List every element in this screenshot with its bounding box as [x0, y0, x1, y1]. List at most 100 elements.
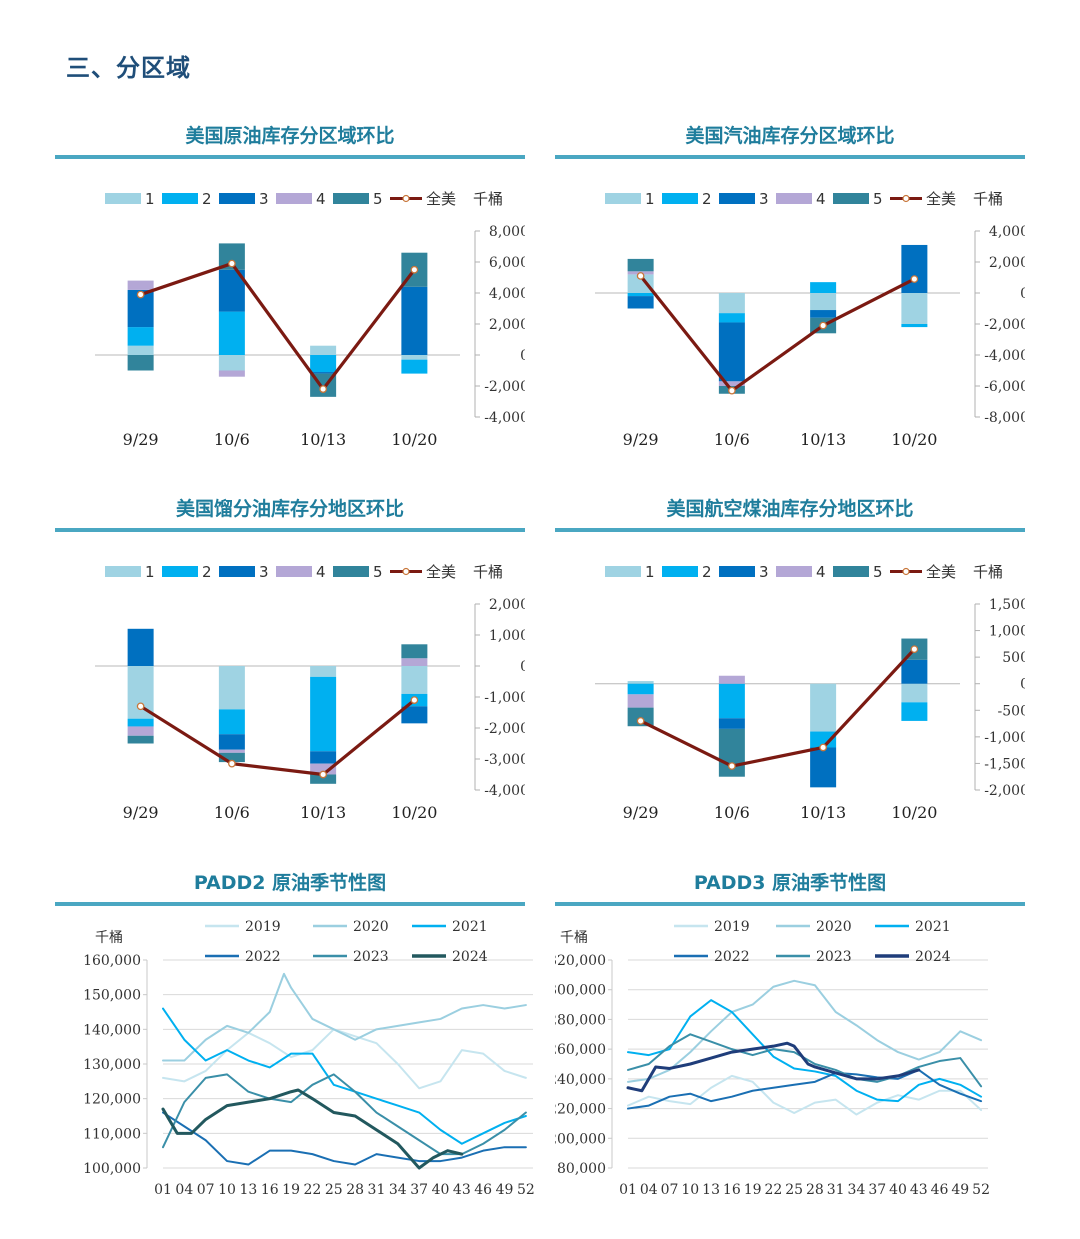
legend-swatch-4	[276, 193, 312, 204]
series-line-2020	[162, 972, 527, 1062]
total-point-9/29	[136, 290, 145, 299]
legend-label-total: 全美	[926, 190, 956, 208]
legend: 1 2 3 4 5 全美 千桶	[105, 190, 503, 208]
gasoline-stacked-bar-chart: 1 2 3 4 5 全美 千桶 4,000 2,000 0 -2,000 -4,000 -6,000 -8…	[595, 190, 1025, 449]
series-line-2022	[627, 1068, 983, 1110]
y-tick-label: -1,000	[484, 690, 525, 706]
legend-label-2021: 2021	[915, 919, 951, 935]
legend: 2019 2020 2021 2022 2023 2024	[674, 919, 951, 965]
legend: 1 2 3 4 5 全美 千桶	[605, 190, 1003, 208]
legend-label-total: 全美	[426, 563, 456, 581]
x-tick-label: 01	[154, 1182, 172, 1198]
bar-segment-4-9/29	[127, 726, 154, 736]
bar-segment-1-10/20	[901, 293, 928, 324]
y-tick-label: -4,000	[984, 348, 1025, 364]
crude-stacked-bar-chart: 1 2 3 4 5 全美 千桶 8,000 6,000 4,000 2,000 0 -2,000 -4,0…	[95, 190, 525, 449]
bar-segment-2-9/29	[627, 683, 654, 695]
legend-label-1: 1	[145, 563, 155, 581]
legend-swatch-2	[662, 566, 698, 577]
x-tick-label: 07	[197, 1182, 215, 1198]
unit-label: 千桶	[973, 190, 1003, 208]
x-tick-label: 31	[368, 1182, 386, 1198]
total-line	[140, 261, 416, 391]
legend-swatch-5	[333, 193, 369, 204]
series-line-2020	[627, 979, 983, 1083]
total-point-9/29	[636, 272, 645, 280]
bar-segment-2-10/13	[310, 676, 337, 752]
bar-segment-1-10/6	[218, 666, 245, 710]
total-point-10/6	[728, 386, 736, 395]
legend-swatch-1	[605, 566, 641, 577]
x-category-label: 10/20	[891, 803, 937, 822]
legend-swatch-4	[776, 193, 812, 204]
legend-label-2023: 2023	[353, 949, 389, 965]
x-tick-label: 43	[910, 1182, 928, 1198]
bar-segment-2-10/20	[401, 359, 428, 374]
legend-swatch-1	[105, 566, 141, 577]
panel-jet: 美国航空煤油库存分地区环比 1 2 3 4 5 全美 千桶 1,500 1,000 500 0 -50…	[555, 494, 1025, 834]
series-line-2021	[627, 999, 983, 1103]
bar-segment-5-9/29	[627, 707, 654, 727]
legend-label-2019: 2019	[714, 919, 750, 935]
legend-label-1: 1	[145, 190, 155, 208]
bar-segment-4-10/6	[218, 370, 245, 377]
y-tick-label: 2,000	[989, 255, 1025, 271]
bar-segment-2-10/13	[810, 282, 837, 293]
bar-segment-3-10/20	[901, 659, 928, 684]
x-tick-label: 46	[474, 1182, 492, 1198]
bar-segment-3-9/29	[127, 628, 154, 666]
x-tick-label: 31	[827, 1182, 845, 1198]
padd2-seasonal-line-chart: 100,000 110,000 120,000 130,000 140,000 150,0…	[83, 919, 535, 1198]
y-tick-label: 110,000	[83, 1126, 141, 1142]
y-tick-label: 0	[520, 659, 525, 675]
bar-segment-3-10/6	[718, 322, 745, 382]
legend-label-2022: 2022	[714, 949, 750, 965]
legend-label-2: 2	[702, 190, 712, 208]
legend-label-2: 2	[202, 190, 212, 208]
y-tick-label: 180,000	[555, 1161, 606, 1177]
bar-segment-5-9/29	[127, 735, 154, 744]
x-category-label: 10/20	[891, 430, 937, 449]
bar-segment-4-9/29	[127, 280, 154, 290]
bar-segment-2-9/29	[127, 327, 154, 346]
x-tick-label: 22	[764, 1182, 782, 1198]
bar-segment-3-9/29	[627, 296, 654, 309]
x-tick-label: 19	[744, 1182, 762, 1198]
y-tick-label: 500	[1002, 650, 1025, 666]
legend-label-2: 2	[702, 563, 712, 581]
legend-label-4: 4	[316, 190, 326, 208]
y-tick-label: -2,000	[984, 783, 1025, 799]
legend-swatch-2	[162, 193, 198, 204]
unit-label: 千桶	[560, 930, 588, 946]
legend-marker-total	[402, 567, 410, 576]
bar-segment-1-10/6	[718, 293, 745, 314]
total-point-10/13	[319, 770, 327, 779]
bar-segment-3-10/13	[310, 751, 337, 764]
unit-label: 千桶	[473, 563, 503, 581]
legend-swatch-4	[776, 566, 812, 577]
bar-segment-3-10/13	[810, 310, 837, 318]
y-tick-label: 260,000	[555, 1042, 606, 1058]
bar-segment-5-10/20	[401, 644, 428, 659]
x-tick-label: 34	[848, 1182, 866, 1198]
bar-segment-4-10/13	[310, 763, 337, 775]
series-line-2019	[162, 1028, 527, 1090]
x-tick-label: 04	[175, 1182, 193, 1198]
y-tick-label: 4,000	[489, 286, 525, 302]
x-tick-label: 28	[806, 1182, 824, 1198]
unit-label: 千桶	[973, 563, 1003, 581]
bar-segment-4-9/29	[627, 694, 654, 708]
legend: 2019 2020 2021 2022 2023 2024	[205, 919, 488, 965]
legend-swatch-5	[833, 566, 869, 577]
jet-stacked-bar-chart: 1 2 3 4 5 全美 千桶 1,500 1,000 500 0 -500 -1,000 -1,500 -…	[595, 563, 1025, 822]
bar-segment-3-10/6	[718, 718, 745, 729]
bar-segment-4-10/20	[401, 658, 428, 666]
legend-swatch-3	[219, 193, 255, 204]
section-title: 三、分区域	[66, 54, 191, 82]
y-tick-label: 240,000	[555, 1072, 606, 1088]
y-tick-label: 300,000	[555, 983, 606, 999]
bar-segment-1-10/20	[901, 683, 928, 703]
legend-label-3: 3	[759, 190, 769, 208]
y-tick-label: 100,000	[83, 1161, 141, 1177]
